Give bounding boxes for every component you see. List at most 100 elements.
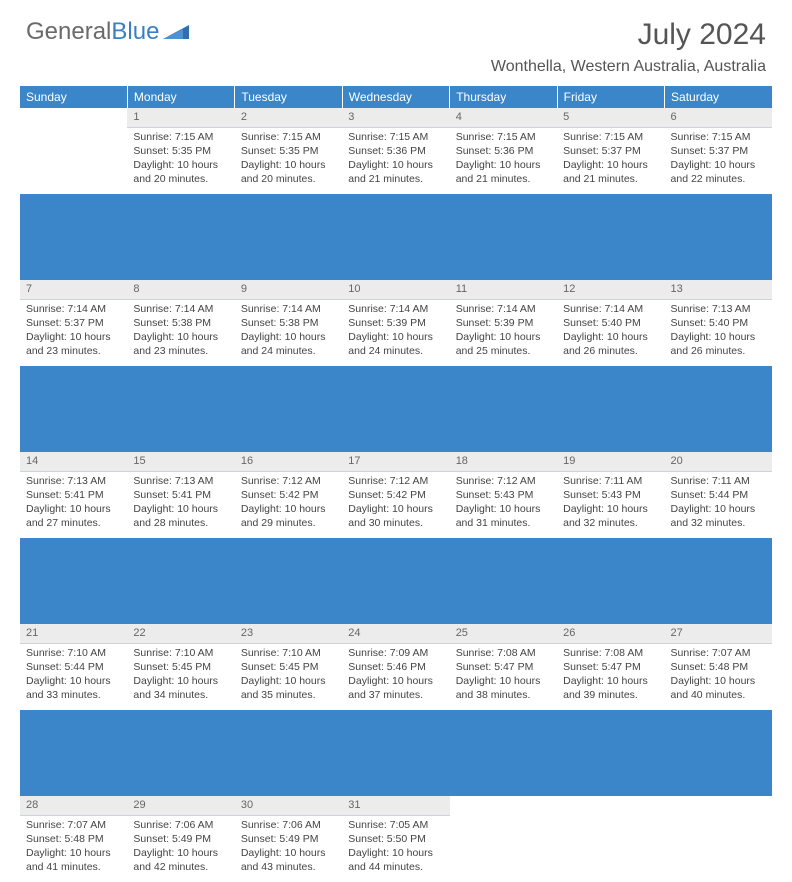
calendar-day-cell: 16Sunrise: 7:12 AMSunset: 5:42 PMDayligh… bbox=[235, 452, 342, 538]
day-number: 1 bbox=[127, 108, 234, 128]
sunrise-text: Sunrise: 7:13 AM bbox=[133, 474, 228, 488]
daylight-text-1: Daylight: 10 hours bbox=[133, 330, 228, 344]
sunset-text: Sunset: 5:43 PM bbox=[563, 488, 658, 502]
day-content: Sunrise: 7:09 AMSunset: 5:46 PMDaylight:… bbox=[342, 644, 449, 707]
day-content: Sunrise: 7:07 AMSunset: 5:48 PMDaylight:… bbox=[20, 816, 127, 879]
calendar-day-cell: 10Sunrise: 7:14 AMSunset: 5:39 PMDayligh… bbox=[342, 280, 449, 366]
day-number: 29 bbox=[127, 796, 234, 816]
calendar-header-row: SundayMondayTuesdayWednesdayThursdayFrid… bbox=[20, 86, 772, 108]
sunset-text: Sunset: 5:35 PM bbox=[133, 144, 228, 158]
daylight-text-2: and 30 minutes. bbox=[348, 516, 443, 530]
calendar-day-cell: 23Sunrise: 7:10 AMSunset: 5:45 PMDayligh… bbox=[235, 624, 342, 710]
daylight-text-1: Daylight: 10 hours bbox=[671, 502, 766, 516]
sunset-text: Sunset: 5:42 PM bbox=[241, 488, 336, 502]
day-content: Sunrise: 7:06 AMSunset: 5:49 PMDaylight:… bbox=[235, 816, 342, 879]
daylight-text-1: Daylight: 10 hours bbox=[241, 158, 336, 172]
daylight-text-2: and 42 minutes. bbox=[133, 860, 228, 874]
day-content: Sunrise: 7:13 AMSunset: 5:41 PMDaylight:… bbox=[127, 472, 234, 535]
day-number: 21 bbox=[20, 624, 127, 644]
daylight-text-1: Daylight: 10 hours bbox=[671, 330, 766, 344]
calendar-day-cell: 7Sunrise: 7:14 AMSunset: 5:37 PMDaylight… bbox=[20, 280, 127, 366]
sunrise-text: Sunrise: 7:06 AM bbox=[241, 818, 336, 832]
day-number: 24 bbox=[342, 624, 449, 644]
calendar-day-cell: 22Sunrise: 7:10 AMSunset: 5:45 PMDayligh… bbox=[127, 624, 234, 710]
calendar-day-cell: 15Sunrise: 7:13 AMSunset: 5:41 PMDayligh… bbox=[127, 452, 234, 538]
sunrise-text: Sunrise: 7:15 AM bbox=[563, 130, 658, 144]
logo: GeneralBlue bbox=[26, 18, 189, 46]
day-content: Sunrise: 7:14 AMSunset: 5:39 PMDaylight:… bbox=[450, 300, 557, 363]
week-separator bbox=[20, 366, 772, 452]
daylight-text-1: Daylight: 10 hours bbox=[241, 330, 336, 344]
day-number: 11 bbox=[450, 280, 557, 300]
day-number: 8 bbox=[127, 280, 234, 300]
sunset-text: Sunset: 5:37 PM bbox=[563, 144, 658, 158]
sunset-text: Sunset: 5:38 PM bbox=[133, 316, 228, 330]
daylight-text-1: Daylight: 10 hours bbox=[563, 674, 658, 688]
calendar-week-row: 28Sunrise: 7:07 AMSunset: 5:48 PMDayligh… bbox=[20, 796, 772, 882]
daylight-text-2: and 21 minutes. bbox=[563, 172, 658, 186]
daylight-text-1: Daylight: 10 hours bbox=[456, 158, 551, 172]
sunset-text: Sunset: 5:42 PM bbox=[348, 488, 443, 502]
sunset-text: Sunset: 5:40 PM bbox=[671, 316, 766, 330]
sunrise-text: Sunrise: 7:15 AM bbox=[671, 130, 766, 144]
calendar-day-cell: 25Sunrise: 7:08 AMSunset: 5:47 PMDayligh… bbox=[450, 624, 557, 710]
sunset-text: Sunset: 5:35 PM bbox=[241, 144, 336, 158]
day-number: 20 bbox=[665, 452, 772, 472]
day-content: Sunrise: 7:08 AMSunset: 5:47 PMDaylight:… bbox=[450, 644, 557, 707]
calendar-table: SundayMondayTuesdayWednesdayThursdayFrid… bbox=[20, 86, 772, 882]
sunrise-text: Sunrise: 7:13 AM bbox=[26, 474, 121, 488]
daylight-text-1: Daylight: 10 hours bbox=[671, 158, 766, 172]
day-header: Wednesday bbox=[342, 86, 449, 108]
sunrise-text: Sunrise: 7:14 AM bbox=[348, 302, 443, 316]
daylight-text-2: and 20 minutes. bbox=[133, 172, 228, 186]
sunset-text: Sunset: 5:44 PM bbox=[26, 660, 121, 674]
sunset-text: Sunset: 5:41 PM bbox=[26, 488, 121, 502]
day-content: Sunrise: 7:15 AMSunset: 5:36 PMDaylight:… bbox=[342, 128, 449, 191]
sunrise-text: Sunrise: 7:07 AM bbox=[671, 646, 766, 660]
sunrise-text: Sunrise: 7:11 AM bbox=[671, 474, 766, 488]
sunrise-text: Sunrise: 7:14 AM bbox=[456, 302, 551, 316]
daylight-text-2: and 43 minutes. bbox=[241, 860, 336, 874]
daylight-text-2: and 24 minutes. bbox=[348, 344, 443, 358]
daylight-text-2: and 26 minutes. bbox=[563, 344, 658, 358]
week-separator bbox=[20, 538, 772, 624]
day-number: 31 bbox=[342, 796, 449, 816]
location-text: Wonthella, Western Australia, Australia bbox=[491, 58, 766, 76]
daylight-text-1: Daylight: 10 hours bbox=[133, 674, 228, 688]
calendar-day-cell: 28Sunrise: 7:07 AMSunset: 5:48 PMDayligh… bbox=[20, 796, 127, 882]
calendar-week-row: 21Sunrise: 7:10 AMSunset: 5:44 PMDayligh… bbox=[20, 624, 772, 710]
sunset-text: Sunset: 5:45 PM bbox=[133, 660, 228, 674]
calendar-day-cell: 30Sunrise: 7:06 AMSunset: 5:49 PMDayligh… bbox=[235, 796, 342, 882]
day-content: Sunrise: 7:13 AMSunset: 5:40 PMDaylight:… bbox=[665, 300, 772, 363]
day-content: Sunrise: 7:06 AMSunset: 5:49 PMDaylight:… bbox=[127, 816, 234, 879]
day-content: Sunrise: 7:10 AMSunset: 5:45 PMDaylight:… bbox=[127, 644, 234, 707]
sunrise-text: Sunrise: 7:08 AM bbox=[456, 646, 551, 660]
month-title: July 2024 bbox=[491, 18, 766, 52]
day-number: 22 bbox=[127, 624, 234, 644]
daylight-text-2: and 37 minutes. bbox=[348, 688, 443, 702]
daylight-text-2: and 44 minutes. bbox=[348, 860, 443, 874]
calendar-day-cell: 14Sunrise: 7:13 AMSunset: 5:41 PMDayligh… bbox=[20, 452, 127, 538]
calendar-day-cell bbox=[20, 108, 127, 194]
day-number: 18 bbox=[450, 452, 557, 472]
calendar-day-cell: 27Sunrise: 7:07 AMSunset: 5:48 PMDayligh… bbox=[665, 624, 772, 710]
day-content: Sunrise: 7:12 AMSunset: 5:42 PMDaylight:… bbox=[342, 472, 449, 535]
daylight-text-2: and 26 minutes. bbox=[671, 344, 766, 358]
day-number: 28 bbox=[20, 796, 127, 816]
daylight-text-1: Daylight: 10 hours bbox=[26, 502, 121, 516]
daylight-text-1: Daylight: 10 hours bbox=[456, 330, 551, 344]
day-content: Sunrise: 7:15 AMSunset: 5:37 PMDaylight:… bbox=[557, 128, 664, 191]
calendar-day-cell: 6Sunrise: 7:15 AMSunset: 5:37 PMDaylight… bbox=[665, 108, 772, 194]
day-content: Sunrise: 7:11 AMSunset: 5:44 PMDaylight:… bbox=[665, 472, 772, 535]
calendar-day-cell bbox=[557, 796, 664, 882]
sunrise-text: Sunrise: 7:15 AM bbox=[348, 130, 443, 144]
sunset-text: Sunset: 5:37 PM bbox=[26, 316, 121, 330]
calendar-day-cell: 1Sunrise: 7:15 AMSunset: 5:35 PMDaylight… bbox=[127, 108, 234, 194]
calendar-day-cell: 12Sunrise: 7:14 AMSunset: 5:40 PMDayligh… bbox=[557, 280, 664, 366]
day-header: Thursday bbox=[450, 86, 557, 108]
calendar-day-cell: 24Sunrise: 7:09 AMSunset: 5:46 PMDayligh… bbox=[342, 624, 449, 710]
daylight-text-2: and 32 minutes. bbox=[563, 516, 658, 530]
sunset-text: Sunset: 5:36 PM bbox=[456, 144, 551, 158]
sunrise-text: Sunrise: 7:15 AM bbox=[241, 130, 336, 144]
daylight-text-2: and 35 minutes. bbox=[241, 688, 336, 702]
